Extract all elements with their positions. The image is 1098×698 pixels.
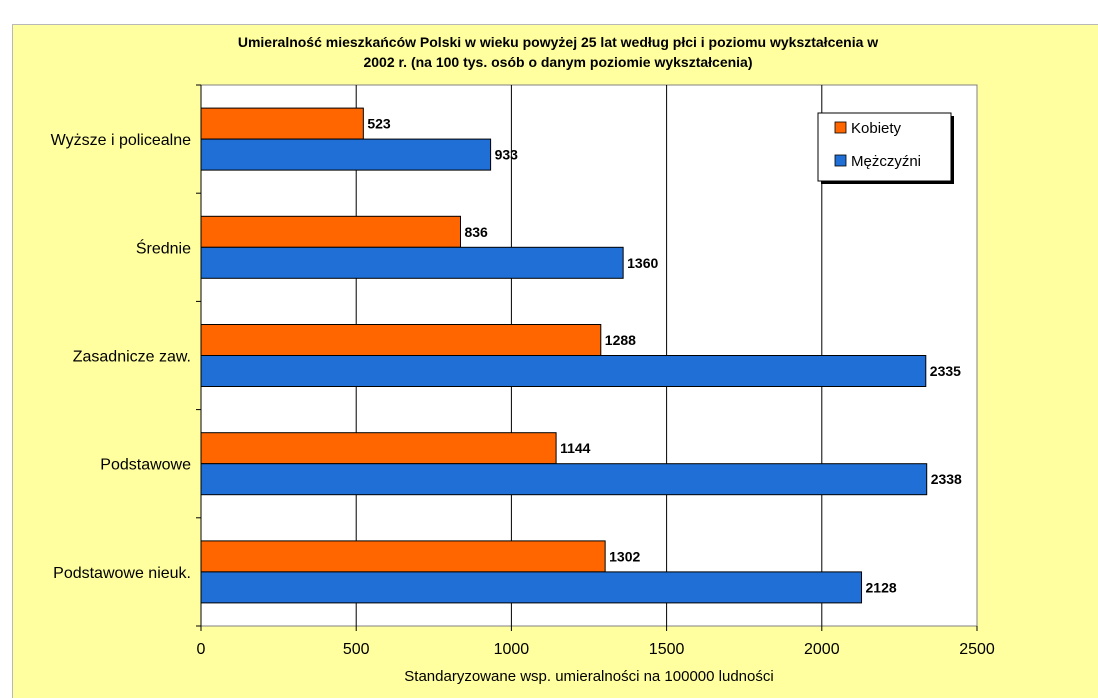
data-labels: 523 933 836 1360 1288 2335 1144 2338 1302 2128 [367, 116, 962, 596]
x-tick-label: 1000 [494, 641, 530, 658]
legend-label-mezczyzni: Mężczyźni [851, 153, 921, 170]
data-label: 2335 [930, 363, 961, 379]
category-label: Średnie [136, 238, 191, 257]
bar-mezczyzni [200, 463, 928, 496]
category-label: Podstawowe [100, 457, 191, 474]
x-tick-label: 500 [343, 641, 370, 658]
bars [200, 107, 928, 604]
x-tick-label: 2500 [959, 641, 995, 658]
x-tick-label: 2000 [804, 641, 840, 658]
x-tick-label: 0 [197, 641, 206, 658]
bar-mezczyzni [200, 138, 492, 171]
data-label: 933 [495, 147, 519, 163]
chart-area: Umieralność mieszkańców Polski w wieku p… [12, 24, 1098, 698]
data-label: 1288 [605, 332, 636, 348]
legend-swatch-mezczyzni [834, 154, 847, 167]
bar-kobiety [200, 540, 606, 573]
data-label: 1360 [627, 255, 658, 271]
data-label: 2338 [931, 471, 962, 487]
bar-kobiety [200, 324, 602, 356]
data-label: 1144 [560, 440, 591, 456]
x-axis-title: Standaryzowane wsp. umieralności na 1000… [404, 668, 773, 685]
data-label: 523 [367, 116, 391, 132]
legend: Kobiety Mężczyźni [817, 112, 954, 184]
category-label: Wyższe i policealne [51, 132, 191, 149]
category-labels: Wyższe i policealne Średnie Zasadnicze zaw… [51, 132, 191, 582]
chart-title-line-2: 2002 r. (na 100 tys. osób o danym poziom… [363, 54, 752, 70]
bar-mezczyzni [200, 571, 863, 604]
x-tick-labels: 0 500 1000 1500 2000 2500 [197, 641, 995, 658]
category-label: Zasadnicze zaw. [73, 349, 191, 366]
bar-mezczyzni [200, 246, 624, 279]
category-label: Podstawowe nieuk. [53, 565, 191, 582]
chart-title-line-1: Umieralność mieszkańców Polski w wieku p… [238, 34, 878, 50]
x-tick-label: 1500 [649, 641, 685, 658]
bar-kobiety [200, 215, 461, 248]
data-label: 2128 [866, 579, 897, 595]
bar-kobiety [200, 432, 557, 465]
legend-label-kobiety: Kobiety [851, 120, 902, 137]
data-label: 836 [464, 224, 488, 240]
bar-kobiety [200, 107, 364, 140]
chart-svg: Umieralność mieszkańców Polski w wieku p… [51, 34, 995, 685]
data-label: 1302 [609, 548, 640, 564]
bar-mezczyzni [200, 355, 927, 387]
legend-swatch-kobiety [834, 121, 847, 134]
